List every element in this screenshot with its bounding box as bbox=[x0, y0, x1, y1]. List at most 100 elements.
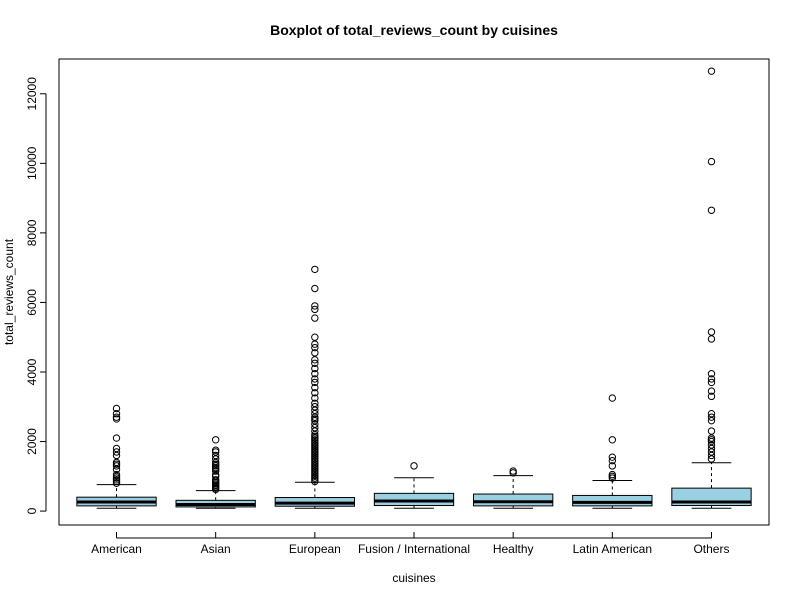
y-tick-label: 6000 bbox=[25, 289, 39, 316]
box-healthy bbox=[472, 467, 554, 509]
outlier-point bbox=[707, 413, 716, 421]
outlier-point bbox=[707, 378, 716, 387]
outlier-point bbox=[311, 314, 319, 322]
outlier-point bbox=[211, 458, 220, 467]
outlier-point bbox=[311, 302, 319, 310]
outlier-point bbox=[211, 470, 220, 479]
x-tick-label: Healthy bbox=[493, 542, 534, 556]
box-latin-american bbox=[572, 394, 653, 509]
plot-frame bbox=[58, 58, 770, 526]
outlier-point bbox=[311, 370, 319, 378]
outlier-point bbox=[311, 383, 319, 392]
x-tick-label: Asian bbox=[201, 542, 231, 556]
y-axis: 0 2000 4000 6000 8000 10000 12000 bbox=[25, 77, 47, 514]
outlier-point bbox=[311, 375, 319, 383]
outlier-point bbox=[311, 356, 319, 364]
outlier-point bbox=[112, 404, 121, 413]
outlier-point bbox=[707, 455, 716, 463]
outlier-point bbox=[311, 265, 319, 274]
box-european bbox=[274, 265, 356, 509]
outlier-point bbox=[311, 403, 319, 411]
boxes-group bbox=[76, 67, 752, 509]
outlier-point bbox=[211, 451, 220, 460]
outlier-point bbox=[608, 453, 617, 461]
x-tick-label: Fusion / International bbox=[358, 542, 470, 556]
outlier-point bbox=[707, 416, 716, 425]
box-asian bbox=[175, 436, 256, 509]
outlier-point bbox=[211, 455, 220, 463]
outlier-point bbox=[311, 340, 319, 348]
outlier-point bbox=[311, 423, 319, 432]
outlier-point bbox=[608, 456, 617, 465]
outlier-point bbox=[311, 427, 319, 435]
outlier-point bbox=[211, 446, 220, 454]
x-axis-label: cuisines bbox=[392, 571, 435, 585]
x-axis: American Asian European Fusion / Internatio… bbox=[91, 532, 729, 556]
outlier-point bbox=[707, 451, 716, 460]
outlier-point bbox=[311, 349, 319, 357]
outlier-point bbox=[707, 328, 716, 336]
outlier-point bbox=[211, 436, 220, 444]
outlier-point bbox=[707, 448, 716, 456]
outlier-point bbox=[112, 458, 121, 467]
outlier-point bbox=[707, 434, 716, 442]
outlier-point bbox=[311, 413, 319, 421]
y-tick-label: 8000 bbox=[25, 219, 39, 246]
outlier-point bbox=[707, 370, 716, 378]
outlier-point bbox=[707, 410, 716, 418]
x-tick-label: American bbox=[91, 542, 142, 556]
y-tick-label: 12000 bbox=[25, 77, 39, 111]
outlier-point bbox=[311, 343, 319, 352]
y-tick-label: 10000 bbox=[25, 146, 39, 180]
outlier-point bbox=[112, 470, 121, 479]
box-fusion-international bbox=[373, 462, 455, 509]
x-tick-label: European bbox=[289, 542, 341, 556]
outlier-point bbox=[608, 394, 617, 402]
outlier-point bbox=[608, 436, 617, 444]
outlier-point bbox=[211, 476, 220, 484]
outlier-point bbox=[707, 392, 716, 401]
outlier-point bbox=[608, 470, 617, 479]
outlier-point bbox=[311, 406, 319, 414]
outlier-point bbox=[311, 399, 319, 407]
iqr-box bbox=[472, 493, 554, 507]
outlier-point bbox=[707, 444, 716, 453]
y-axis-label: total_reviews_count bbox=[2, 238, 16, 345]
outlier-point bbox=[112, 434, 121, 442]
box-others bbox=[671, 67, 752, 509]
chart-title: Boxplot of total_reviews_count by cuisin… bbox=[270, 22, 558, 38]
outlier-point bbox=[311, 389, 319, 397]
outlier-point bbox=[112, 448, 121, 456]
outlier-point bbox=[707, 441, 716, 449]
iqr-box bbox=[373, 492, 455, 507]
outlier-point bbox=[311, 359, 319, 367]
x-tick-label: Others bbox=[693, 542, 729, 556]
outlier-point bbox=[707, 387, 716, 395]
outlier-point bbox=[311, 394, 319, 402]
outlier-point bbox=[311, 378, 319, 387]
x-tick-label: Latin American bbox=[573, 542, 652, 556]
outlier-point bbox=[112, 465, 121, 474]
outlier-point bbox=[311, 410, 319, 418]
outlier-point bbox=[311, 430, 319, 439]
outlier-point bbox=[509, 467, 517, 475]
outlier-point bbox=[311, 364, 319, 373]
outlier-point bbox=[707, 206, 716, 214]
outlier-point bbox=[410, 462, 418, 470]
y-tick-label: 0 bbox=[25, 507, 39, 514]
outlier-point bbox=[707, 427, 716, 435]
outlier-point bbox=[112, 410, 121, 418]
outlier-point bbox=[608, 462, 617, 470]
outlier-point bbox=[112, 451, 121, 460]
outlier-point bbox=[112, 413, 121, 421]
y-tick-label: 4000 bbox=[25, 358, 39, 385]
outlier-point bbox=[707, 157, 716, 166]
outlier-point bbox=[707, 335, 716, 343]
box-american bbox=[76, 404, 157, 509]
outlier-point bbox=[707, 375, 716, 383]
outlier-point bbox=[311, 284, 319, 293]
outlier-point bbox=[311, 333, 319, 341]
iqr-box bbox=[572, 494, 653, 507]
outlier-point bbox=[311, 420, 319, 428]
